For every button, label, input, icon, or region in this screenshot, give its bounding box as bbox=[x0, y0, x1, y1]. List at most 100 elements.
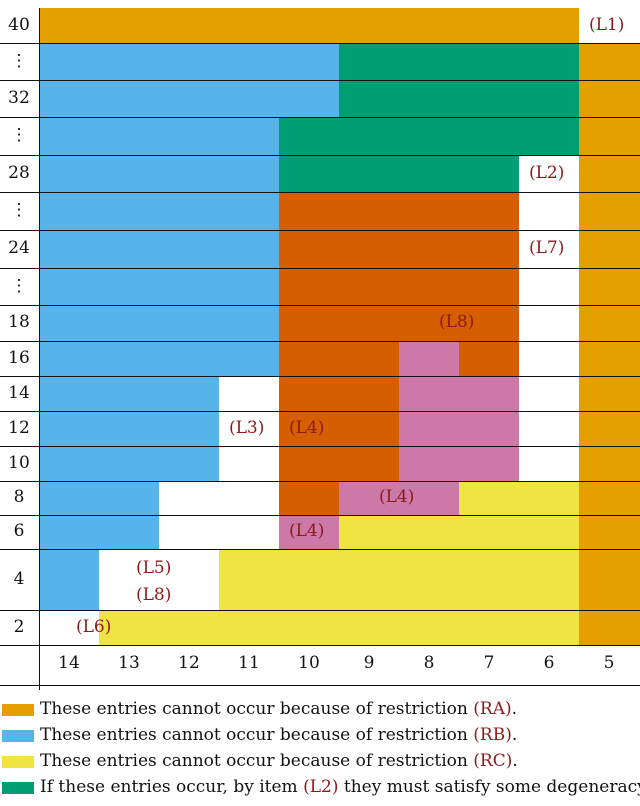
entry-grid: 40 ⋮ 32 ⋮ 28 ⋮ 24 ⋮ 18 16 14 12 10 8 6 4 2 14 13 12 11 10 9 8 7 6… bbox=[0, 8, 640, 690]
legend-description: These entries cannot occur because of re… bbox=[40, 751, 474, 771]
grid-rule bbox=[0, 192, 640, 193]
y-tick-label: 28 bbox=[8, 162, 30, 183]
legend-item: If these entries occur, by item (L2) the… bbox=[0, 778, 640, 798]
y-tick-label: 4 bbox=[13, 568, 25, 589]
region-rb bbox=[39, 230, 279, 268]
legend-text: These entries cannot occur because of re… bbox=[40, 753, 518, 770]
region-rc bbox=[219, 549, 579, 610]
y-axis-line bbox=[39, 8, 40, 690]
legend-text: If these entries occur, by item (L2) the… bbox=[40, 779, 640, 796]
region-ra bbox=[579, 155, 640, 192]
region-rb bbox=[39, 192, 279, 230]
region-green bbox=[339, 80, 579, 117]
legend-tail: . bbox=[511, 699, 518, 719]
legend-text: These entries cannot occur because of re… bbox=[40, 727, 517, 744]
grid-rule bbox=[0, 268, 640, 269]
y-tick-label: 2 bbox=[13, 616, 25, 637]
y-tick-label: 14 bbox=[8, 382, 30, 403]
x-axis-bottom-rule bbox=[0, 685, 640, 686]
legend-swatch bbox=[2, 704, 34, 716]
region-verm bbox=[279, 411, 399, 446]
region-verm bbox=[279, 481, 339, 515]
y-tick-label: ⋮ bbox=[10, 125, 28, 145]
legend-description: These entries cannot occur because of re… bbox=[40, 699, 474, 719]
annotation-label: (L4) bbox=[289, 417, 325, 438]
region-rb bbox=[39, 155, 279, 192]
region-ra bbox=[579, 268, 640, 305]
region-ra bbox=[579, 43, 640, 80]
grid-rule bbox=[0, 43, 640, 44]
region-rb bbox=[39, 411, 219, 446]
x-tick-label: 9 bbox=[363, 653, 375, 673]
grid-rule bbox=[0, 481, 640, 482]
legend-swatch bbox=[2, 782, 34, 794]
annotation-label: (L4) bbox=[379, 487, 415, 507]
x-tick-label: 14 bbox=[58, 653, 80, 673]
grid-rule bbox=[0, 446, 640, 447]
x-tick-label: 11 bbox=[238, 653, 260, 673]
annotation-label: (L6) bbox=[76, 616, 112, 637]
region-ra bbox=[579, 80, 640, 117]
region-rb bbox=[39, 376, 219, 411]
x-tick-label: 12 bbox=[178, 653, 200, 673]
legend: These entries cannot occur because of re… bbox=[0, 696, 640, 806]
region-ra bbox=[579, 376, 640, 411]
grid-rule bbox=[0, 341, 640, 342]
grid-rule bbox=[0, 549, 640, 550]
region-ra bbox=[579, 305, 640, 341]
region-ra bbox=[579, 515, 640, 549]
region-verm bbox=[279, 192, 519, 230]
annotation-label: (L2) bbox=[529, 162, 565, 183]
region-verm bbox=[459, 341, 519, 376]
legend-swatch bbox=[2, 756, 34, 768]
region-rb bbox=[39, 549, 99, 610]
legend-item: These entries cannot occur because of re… bbox=[0, 752, 640, 772]
grid-rule bbox=[0, 230, 640, 231]
region-rb bbox=[39, 117, 279, 155]
region-rb bbox=[39, 446, 219, 481]
region-verm bbox=[279, 446, 399, 481]
legend-reference: (RB) bbox=[473, 725, 512, 745]
x-tick-label: 13 bbox=[118, 653, 140, 673]
annotation-label: (L5) bbox=[136, 558, 172, 578]
grid-rule bbox=[0, 155, 640, 156]
grid-rule bbox=[0, 645, 640, 646]
legend-item: These entries cannot occur because of re… bbox=[0, 726, 640, 746]
region-rb bbox=[39, 268, 279, 305]
grid-rule bbox=[0, 80, 640, 81]
region-pink bbox=[399, 411, 519, 446]
y-tick-label: 40 bbox=[8, 14, 30, 35]
y-tick-label: 24 bbox=[8, 238, 30, 258]
y-tick-label: ⋮ bbox=[10, 200, 28, 220]
region-pink bbox=[399, 446, 519, 481]
annotation-label: (L8) bbox=[136, 585, 172, 605]
region-pink bbox=[279, 515, 339, 549]
region-rb bbox=[39, 305, 279, 341]
region-ra bbox=[579, 481, 640, 515]
x-tick-label: 6 bbox=[543, 653, 555, 673]
region-green bbox=[339, 43, 579, 80]
region-rb bbox=[39, 80, 339, 117]
y-tick-label: 10 bbox=[8, 452, 30, 473]
grid-rule bbox=[0, 411, 640, 412]
region-rc bbox=[339, 515, 579, 549]
region-rb bbox=[39, 515, 159, 549]
legend-description: If these entries occur, by item bbox=[40, 777, 304, 797]
grid-rule bbox=[0, 515, 640, 516]
region-rc bbox=[99, 610, 579, 645]
region-green bbox=[279, 155, 519, 192]
region-rb bbox=[39, 481, 159, 515]
region-ra bbox=[579, 117, 640, 155]
region-ra bbox=[579, 610, 640, 645]
region-rb bbox=[39, 341, 279, 376]
y-tick-label: 6 bbox=[13, 521, 25, 541]
region-pink bbox=[399, 341, 459, 376]
region-verm bbox=[279, 305, 519, 341]
grid-rule bbox=[0, 305, 640, 306]
region-verm bbox=[279, 268, 519, 305]
annotation-label: (L7) bbox=[529, 238, 565, 258]
legend-swatch bbox=[2, 730, 34, 742]
region-pink bbox=[339, 481, 459, 515]
legend-tail: . bbox=[511, 725, 518, 745]
grid-rule bbox=[0, 376, 640, 377]
